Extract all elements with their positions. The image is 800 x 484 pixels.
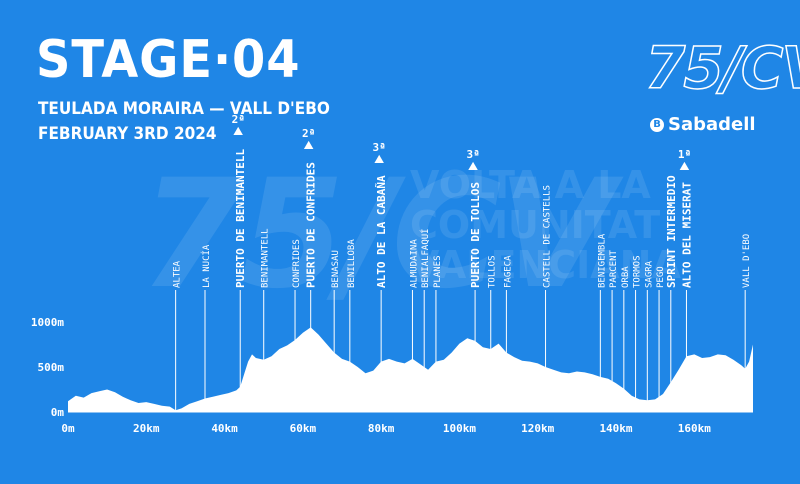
marker-label: PUERTO DE CONFRIDES [305, 162, 318, 288]
climb-category: 1ª [678, 148, 691, 161]
x-tick-label: 160km [678, 422, 711, 435]
marker-label: ALTO DE LA CABAÑA [375, 175, 388, 288]
marker-label: PUERTO DE BENIMANTELL [234, 149, 247, 288]
marker-label: ALMUDAINA [409, 239, 419, 288]
x-tick-label: 120km [521, 422, 554, 435]
marker-label: PLANES [433, 255, 443, 288]
y-tick-label: 0m [51, 406, 65, 419]
marker-label: BENIGEMBLA [597, 233, 607, 288]
marker-label: TORMOS [633, 255, 643, 288]
marker-label: TOLLOS [488, 255, 498, 288]
marker-label: BENILLOBA [347, 239, 357, 288]
watermark-logo: 75/CV [140, 148, 614, 322]
marker-label: VALL D'EBO [742, 234, 752, 288]
marker-label: BENIALFAQUÍ [419, 228, 431, 288]
marker-label: PARCENT [609, 249, 619, 288]
y-tick-label: 1000m [31, 316, 64, 329]
axis-layer: 0m 20km 40km 60km 80km 100km 120km 140km 160km 0m… [31, 316, 753, 435]
mountain-icon: ⛰ [304, 138, 314, 152]
marker-label: BENASAU [331, 250, 341, 288]
marker-label: SAGRA [644, 260, 654, 288]
climb-category: 2ª [302, 127, 315, 140]
climb-category: 2ª [232, 113, 245, 126]
marker-label: LA NUCÍA [200, 244, 212, 288]
climb-category: 3ª [373, 141, 386, 154]
markers-layer: ALTEA LA NUCÍA PUERTO DE BENIMANTELL2ª⛰BEN… [173, 113, 752, 413]
marker-label: ALTO DEL MISERAT [680, 182, 693, 288]
x-tick-label: 40km [211, 422, 238, 435]
sponsor-icon: B [650, 117, 664, 132]
marker-label: CONFRIDES [292, 239, 302, 288]
y-tick-label: 500m [38, 361, 65, 374]
marker-label: PEGO [656, 266, 666, 288]
x-tick-label: 100km [443, 422, 476, 435]
watermark-text: VOLTA A LA COMUNITAT VALENCIANA [410, 163, 681, 287]
x-tick-label: 80km [368, 422, 395, 435]
x-tick-label: 60km [290, 422, 317, 435]
marker-label: ORBA [621, 266, 631, 288]
marker-label: ALTEA [173, 260, 183, 288]
stage-date: FEBRUARY 3RD 2024 [38, 124, 217, 144]
x-tick-label: 20km [133, 422, 160, 435]
mountain-icon: ⛰ [679, 159, 689, 173]
sponsor-name: Sabadell [668, 114, 756, 135]
marker-label: SPRINT INTERMEDIO [665, 175, 678, 288]
x-tick-label: 140km [599, 422, 632, 435]
climb-category: 3ª [466, 148, 479, 161]
marker-label: BENIMANTELL [261, 228, 271, 288]
stage-route: TEULADA MORAIRA — VALL D'EBO [38, 99, 330, 119]
x-tick-label: 0m [61, 422, 75, 435]
mountain-icon: ⛰ [233, 124, 243, 138]
marker-label: PUERTO DE TOLLOS [469, 182, 482, 288]
brand-logo: 75/CV [644, 34, 800, 102]
elevation-profile [68, 327, 753, 412]
mountain-icon: ⛰ [374, 152, 384, 166]
marker-label: CASTELL DE CASTELLS [543, 185, 553, 288]
marker-label: FAGECA [503, 255, 513, 288]
mountain-icon: ⛰ [468, 159, 478, 173]
sponsor-logo: B Sabadell [650, 114, 756, 135]
stage-title: STAGE·04 [36, 30, 301, 90]
